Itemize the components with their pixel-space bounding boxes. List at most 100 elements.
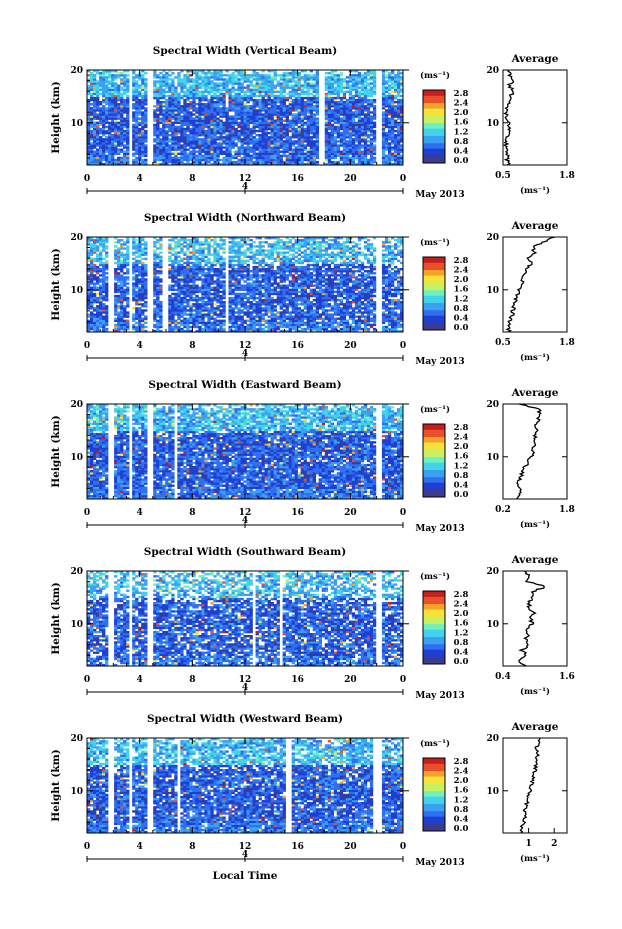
heatmap-cell [351,84,356,87]
heatmap-cell [234,160,238,164]
heatmap-cell [99,307,103,310]
heatmap-cell [354,98,359,102]
heatmap-cell [177,121,181,124]
heatmap-cell [141,136,145,139]
heatmap-cell [141,129,145,133]
heatmap-cell [93,307,97,310]
heatmap-cell [135,152,139,155]
heatmap-cell [102,98,106,102]
heatmap-cell [96,315,100,318]
heatmap-cell [234,74,238,77]
heatmap-cell [387,86,392,89]
heatmap-cell [168,325,172,329]
heatmap-cell [306,109,311,112]
heatmap-cell [333,80,338,83]
heatmap-cell [264,144,268,147]
heatmap-cell [324,86,329,89]
heatmap-cell [207,111,211,114]
heatmap-cell [186,78,190,81]
heatmap-cell [276,123,280,127]
heatmap-cell [264,313,268,316]
heatmap-cell [351,134,356,137]
heatmap-cell [384,82,389,85]
heatmap-cell [165,140,169,143]
heatmap-cell [87,329,91,333]
heatmap-cell [132,84,136,87]
heatmap-cell [390,158,395,162]
heatmap-cell [174,94,178,98]
heatmap-cell [342,148,347,151]
heatmap-cell [312,136,317,139]
heatmap-cell [330,105,335,108]
heatmap-cell [93,329,97,333]
heatmap-cell [300,319,304,322]
heatmap-cell [138,309,142,312]
heatmap-cell [285,129,289,133]
heatmap-cell [219,325,223,329]
heatmap-cell [330,100,335,104]
heatmap-cell [258,152,262,155]
heatmap-cell [387,119,392,122]
heatmap-cell [279,140,283,143]
heatmap-cell [192,160,196,164]
heatmap-cell [351,156,356,160]
heatmap-cell [183,78,187,81]
heatmap-cell [138,78,142,81]
heatmap-cell [153,123,157,127]
heatmap-cell [273,138,277,141]
heatmap-cell [216,154,220,158]
heatmap-cell [276,325,280,329]
heatmap-cell [273,107,277,110]
heatmap-cell [156,138,160,141]
heatmap-cell [159,158,163,162]
heatmap-cell [396,74,401,77]
heatmap-cell [399,82,404,85]
heatmap-cell [267,148,271,151]
colorbar-swatch [423,110,445,113]
heatmap-cell [300,158,304,162]
heatmap-cell [357,140,362,143]
heatmap-cell [291,107,295,110]
heatmap-cell [228,156,232,160]
heatmap-cell [246,105,250,108]
heatmap-cell [258,98,262,102]
heatmap-cell [120,103,124,106]
heatmap-cell [273,162,277,166]
heatmap-cell [183,123,187,127]
heatmap-cell [195,96,199,100]
heatmap-cell [354,109,359,112]
heatmap-cell [96,131,100,135]
heatmap-cell [348,144,353,147]
heatmap-cell [102,156,106,160]
heatmap-cell [300,92,304,96]
heatmap-cell [387,123,392,127]
heatmap-cell [240,113,244,116]
heatmap-cell [234,117,238,120]
heatmap-cell [390,84,395,87]
heatmap-cell [384,94,389,98]
heatmap-cell [381,321,386,325]
heatmap-cell [315,150,320,153]
heatmap-cell [102,115,106,118]
heatmap-cell [135,307,139,310]
heatmap-cell [285,148,289,151]
heatmap-cell [171,321,175,325]
heatmap-cell [231,321,235,325]
heatmap-cell [87,158,91,162]
heatmap-cell [96,309,100,312]
heatmap-cell [213,84,217,87]
heatmap-cell [156,86,160,89]
heatmap-cell [90,119,94,122]
heatmap-cell [201,313,205,316]
heatmap-cell [351,150,356,153]
heatmap-cell [213,107,217,110]
heatmap-cell [336,127,341,131]
heatmap-cell [213,119,217,122]
heatmap-cell [108,92,112,96]
heatmap-cell [156,100,160,104]
heatmap-cell [156,323,160,327]
heatmap-cell [228,136,232,139]
heatmap-cell [159,103,163,106]
heatmap-cell [312,74,317,77]
heatmap-cell [336,129,341,133]
